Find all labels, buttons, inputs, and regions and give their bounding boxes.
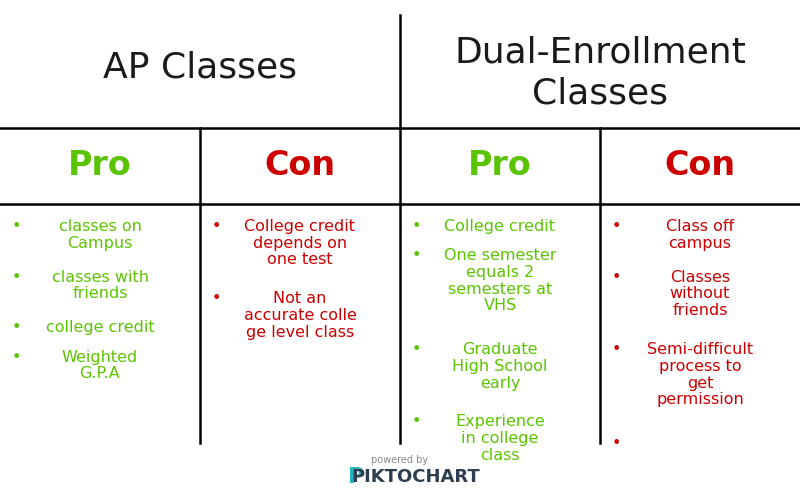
Text: •: • (412, 414, 422, 430)
Text: •: • (612, 219, 622, 234)
Text: Semi-difficult
process to
get
permission: Semi-difficult process to get permission (647, 342, 753, 407)
Text: Class off
campus: Class off campus (666, 219, 734, 250)
Text: •: • (612, 342, 622, 357)
Text: •: • (412, 342, 422, 357)
Text: •: • (212, 291, 222, 306)
Text: classes with
friends: classes with friends (51, 270, 149, 301)
Text: •: • (412, 248, 422, 263)
Text: Pro: Pro (468, 149, 532, 183)
Text: •: • (12, 320, 22, 336)
Text: Con: Con (665, 149, 735, 183)
Text: Pro: Pro (68, 149, 132, 183)
Text: AP Classes: AP Classes (103, 51, 297, 85)
Text: Graduate
High School
early: Graduate High School early (452, 342, 548, 391)
Text: •: • (412, 219, 422, 234)
Text: powered by: powered by (371, 455, 429, 465)
Text: •: • (612, 436, 622, 451)
Text: Not an
accurate colle
ge level class: Not an accurate colle ge level class (243, 291, 357, 340)
Text: Con: Con (265, 149, 335, 183)
Text: •: • (12, 219, 22, 234)
Text: •: • (612, 270, 622, 285)
Text: College credit
depends on
one test: College credit depends on one test (245, 219, 355, 268)
Text: •: • (12, 270, 22, 285)
Text: classes on
Campus: classes on Campus (58, 219, 142, 250)
Text: College credit: College credit (445, 219, 555, 234)
Text: college credit: college credit (46, 320, 154, 336)
Text: Classes
without
friends: Classes without friends (670, 270, 730, 318)
Text: •: • (212, 219, 222, 234)
Text: Experience
in college
class: Experience in college class (455, 414, 545, 463)
Text: Dual-Enrollment
Classes: Dual-Enrollment Classes (454, 36, 746, 110)
Text: PIKTOCHART: PIKTOCHART (352, 468, 480, 486)
Text: P: P (348, 467, 364, 487)
Text: One semester
equals 2
semesters at
VHS: One semester equals 2 semesters at VHS (444, 248, 556, 313)
Text: •: • (12, 350, 22, 365)
Text: Weighted
G.P.A: Weighted G.P.A (62, 350, 138, 381)
